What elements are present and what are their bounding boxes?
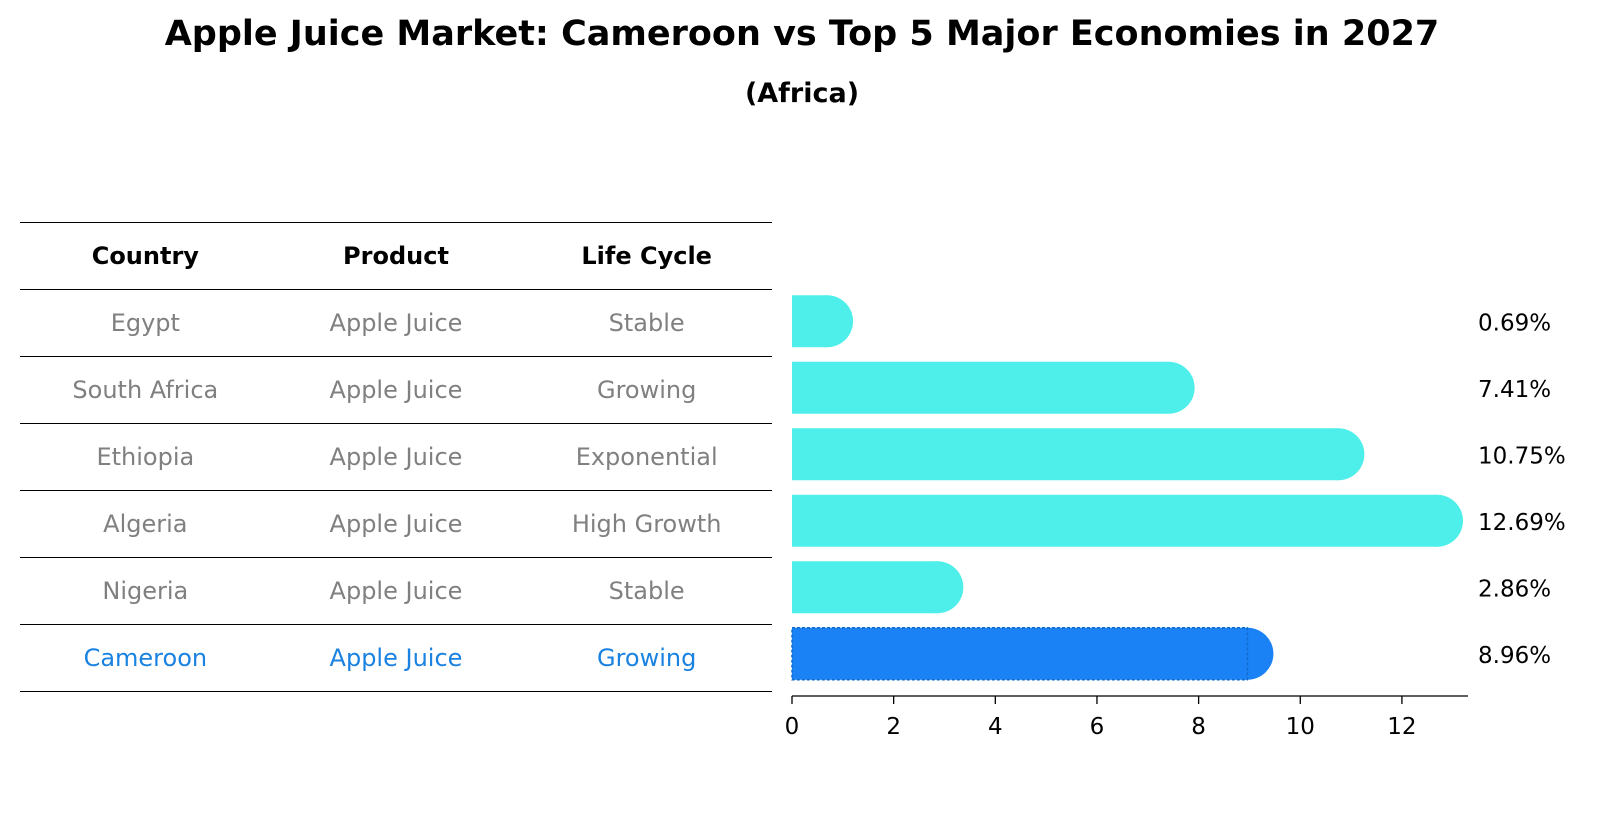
cell-life-cycle: Growing	[521, 624, 772, 692]
cell-life-cycle: Exponential	[521, 423, 772, 491]
value-label: 12.69%	[1478, 510, 1566, 536]
comparison-table: Country Product Life Cycle Egypt Apple J…	[20, 222, 772, 692]
chart-title: Apple Juice Market: Cameroon vs Top 5 Ma…	[164, 14, 1440, 54]
table-row: Ethiopia Apple Juice Exponential	[20, 423, 772, 491]
bar	[792, 494, 1437, 547]
cell-country: Ethiopia	[20, 423, 271, 491]
cell-product: Apple Juice	[270, 423, 522, 491]
table-row-highlight: Cameroon Apple Juice Growing	[20, 624, 772, 692]
bar	[792, 627, 1248, 680]
cell-life-cycle: High Growth	[521, 490, 772, 558]
cell-country: Algeria	[20, 490, 271, 558]
value-label: 8.96%	[1478, 643, 1551, 669]
bar	[792, 428, 1339, 481]
table-header-row: Country Product Life Cycle	[20, 222, 772, 290]
cell-country: Cameroon	[20, 624, 271, 692]
x-tick-label: 4	[988, 714, 1003, 740]
cell-country: Egypt	[20, 289, 271, 357]
x-tick-label: 2	[886, 714, 901, 740]
header-life-cycle: Life Cycle	[521, 222, 772, 290]
header-country: Country	[20, 222, 271, 290]
cell-product: Apple Juice	[270, 356, 522, 424]
cell-life-cycle: Stable	[521, 557, 772, 625]
x-tick-label: 6	[1090, 714, 1105, 740]
x-tick-label: 12	[1387, 714, 1416, 740]
table-row: Nigeria Apple Juice Stable	[20, 557, 772, 625]
cell-product: Apple Juice	[270, 289, 522, 357]
chart-subtitle: (Africa)	[744, 78, 860, 109]
x-tick-label: 0	[785, 714, 800, 740]
cell-product: Apple Juice	[270, 624, 522, 692]
cell-product: Apple Juice	[270, 490, 522, 558]
bar-cap	[801, 295, 854, 348]
value-label: 7.41%	[1478, 377, 1551, 403]
bar-cap	[1410, 494, 1463, 547]
bar	[792, 361, 1169, 414]
bar-highlight-outline	[791, 627, 1249, 681]
cell-life-cycle: Stable	[521, 289, 772, 357]
header-product: Product	[270, 222, 522, 290]
bar-cap	[1142, 361, 1195, 414]
value-label: 2.86%	[1478, 576, 1551, 602]
bar-cap	[911, 561, 964, 614]
value-label: 10.75%	[1478, 443, 1566, 469]
table-row: Egypt Apple Juice Stable	[20, 289, 772, 357]
cell-country: South Africa	[20, 356, 271, 424]
table-row: South Africa Apple Juice Growing	[20, 356, 772, 424]
bar-cap	[1312, 428, 1365, 481]
value-label: 0.69%	[1478, 310, 1551, 336]
cell-product: Apple Juice	[270, 557, 522, 625]
table-row: Algeria Apple Juice High Growth	[20, 490, 772, 558]
cell-life-cycle: Growing	[521, 356, 772, 424]
cell-country: Nigeria	[20, 557, 271, 625]
x-tick-label: 8	[1191, 714, 1206, 740]
x-tick-label: 10	[1286, 714, 1315, 740]
